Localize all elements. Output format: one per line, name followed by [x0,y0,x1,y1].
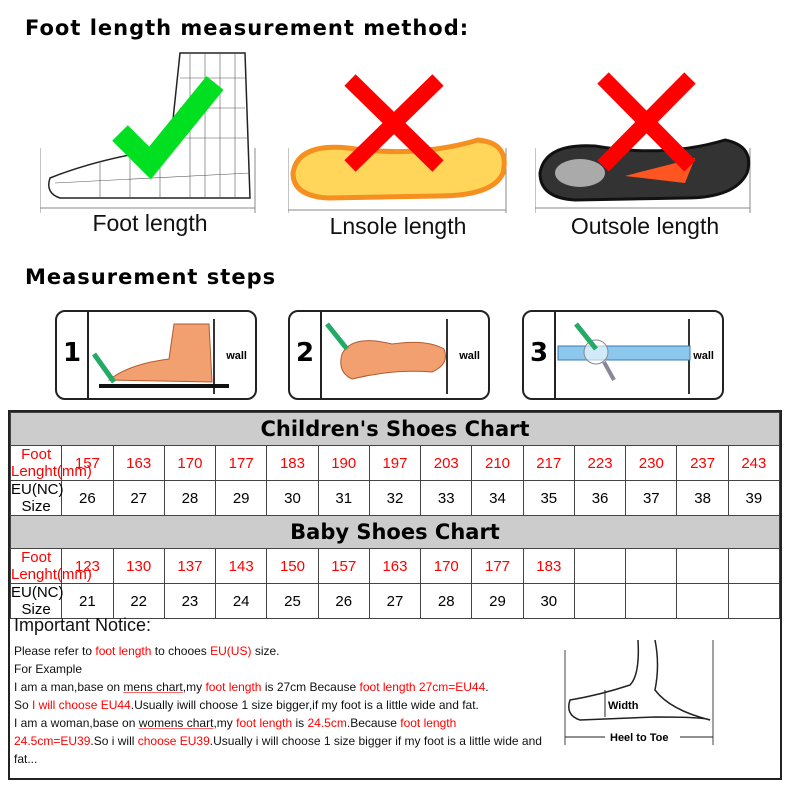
step-number: 1 [62,338,82,368]
table-cell: 243 [727,445,781,481]
baby-chart-title: Baby Shoes Chart [10,515,780,549]
table-cell: 27 [112,480,165,516]
table-cell: 237 [676,445,729,481]
table-cell: 29 [215,480,268,516]
children-chart-title: Children's Shoes Chart [10,412,780,446]
table-cell [573,583,627,619]
table-cell [727,583,781,619]
table-cell: 29 [471,583,524,619]
step-3: 3 wall [522,310,724,400]
steps-title: Measurement steps [25,265,277,289]
wall-label: wall [459,350,480,362]
row-label: EU(NC) Size [9,480,64,516]
table-cell: 177 [215,445,268,481]
children-length-row: Foot Lenght(mm) 157 163 170 177 183 190 197 203 2… [9,445,781,481]
row-label: Foot Lenght(mm) [9,445,92,481]
table-cell: 21 [61,583,114,619]
method-outsole-length: Outsole length [535,48,755,239]
notice-line-5: I am a woman,base on womens chart,my foo… [14,716,542,766]
table-cell: 26 [61,480,114,516]
table-cell: 30 [522,583,575,619]
important-notice: Important Notice: Please refer to foot l… [14,614,544,768]
notice-line-3: I am a man,base on mens chart,my foot le… [14,680,489,694]
table-cell: 33 [420,480,473,516]
method-label: Outsole length [570,213,720,239]
notice-line-4: So I will choose EU44.Usually iwill choo… [14,698,479,712]
table-cell: 30 [266,480,319,516]
outsole-icon [535,72,751,213]
table-cell: 170 [420,548,473,584]
foot-measure-diagram: Width Heel to Toe [564,639,714,745]
step-number: 3 [529,338,549,368]
table-cell: 177 [471,548,524,584]
table-cell: 28 [420,583,473,619]
size-chart: Children's Shoes Chart Foot Lenght(mm) 15… [8,410,782,780]
table-cell: 190 [317,445,370,481]
table-cell: 210 [471,445,524,481]
table-cell: 157 [317,548,370,584]
step-2: 2 wall [288,310,490,400]
table-cell: 170 [163,445,217,481]
ruler-icon [557,319,691,394]
table-cell: 26 [317,583,370,619]
method-insole-length: Lnsole length [288,48,508,239]
table-cell: 36 [573,480,627,516]
table-cell: 25 [266,583,319,619]
table-cell [676,548,729,584]
method-label: Foot length [92,210,208,236]
notice-title: Important Notice: [14,615,152,635]
table-cell: 23 [163,583,217,619]
table-cell [573,548,627,584]
table-cell [625,583,678,619]
heel-to-toe-label: Heel to Toe [610,732,668,744]
step-1: 1 wall [55,310,257,400]
foot-top-icon [325,319,448,394]
table-cell: 32 [368,480,422,516]
table-cell: 223 [573,445,627,481]
table-cell: 137 [163,548,217,584]
method-label: Lnsole length [329,213,467,239]
width-label: Width [608,700,639,712]
baby-size-row: EU(NC) Size 21 22 23 24 25 26 27 28 29 30 [9,583,781,619]
table-cell: 163 [112,445,165,481]
row-label: Foot Lenght(mm) [9,548,92,584]
table-cell: 35 [522,480,575,516]
method-foot-length: Foot length [40,48,260,238]
table-cell: 38 [676,480,729,516]
table-cell: 31 [317,480,370,516]
table-cell: 150 [266,548,319,584]
table-cell [727,548,781,584]
notice-line-1: Please refer to foot length to chooes EU… [14,644,280,658]
table-cell: 34 [471,480,524,516]
table-cell: 230 [625,445,678,481]
step-number: 2 [295,338,315,368]
table-cell: 163 [368,548,422,584]
table-cell: 197 [368,445,422,481]
table-cell: 28 [163,480,217,516]
insole-icon [288,74,507,213]
table-cell: 37 [625,480,678,516]
table-cell: 143 [215,548,268,584]
table-cell [625,548,678,584]
notice-line-2: For Example [14,662,83,676]
foot-side-icon [91,319,229,394]
wall-label: wall [693,350,714,362]
table-cell: 183 [522,548,575,584]
method-title: Foot length measurement method: [25,16,470,40]
table-cell: 39 [727,480,781,516]
children-size-row: EU(NC) Size 26 27 28 29 30 31 32 33 34 35 36 37 38 39 [9,480,781,516]
table-cell: 123 [61,548,114,584]
row-label: EU(NC) Size [9,583,64,619]
table-cell: 27 [368,583,422,619]
baby-length-row: Foot Lenght(mm) 123 130 137 143 150 157 163 170 1… [9,548,781,584]
wall-label: wall [226,350,247,362]
foot-sketch-icon [40,52,256,213]
table-cell: 217 [522,445,575,481]
table-cell: 22 [112,583,165,619]
table-cell: 130 [112,548,165,584]
table-cell: 203 [420,445,473,481]
table-cell: 183 [266,445,319,481]
table-cell [676,583,729,619]
